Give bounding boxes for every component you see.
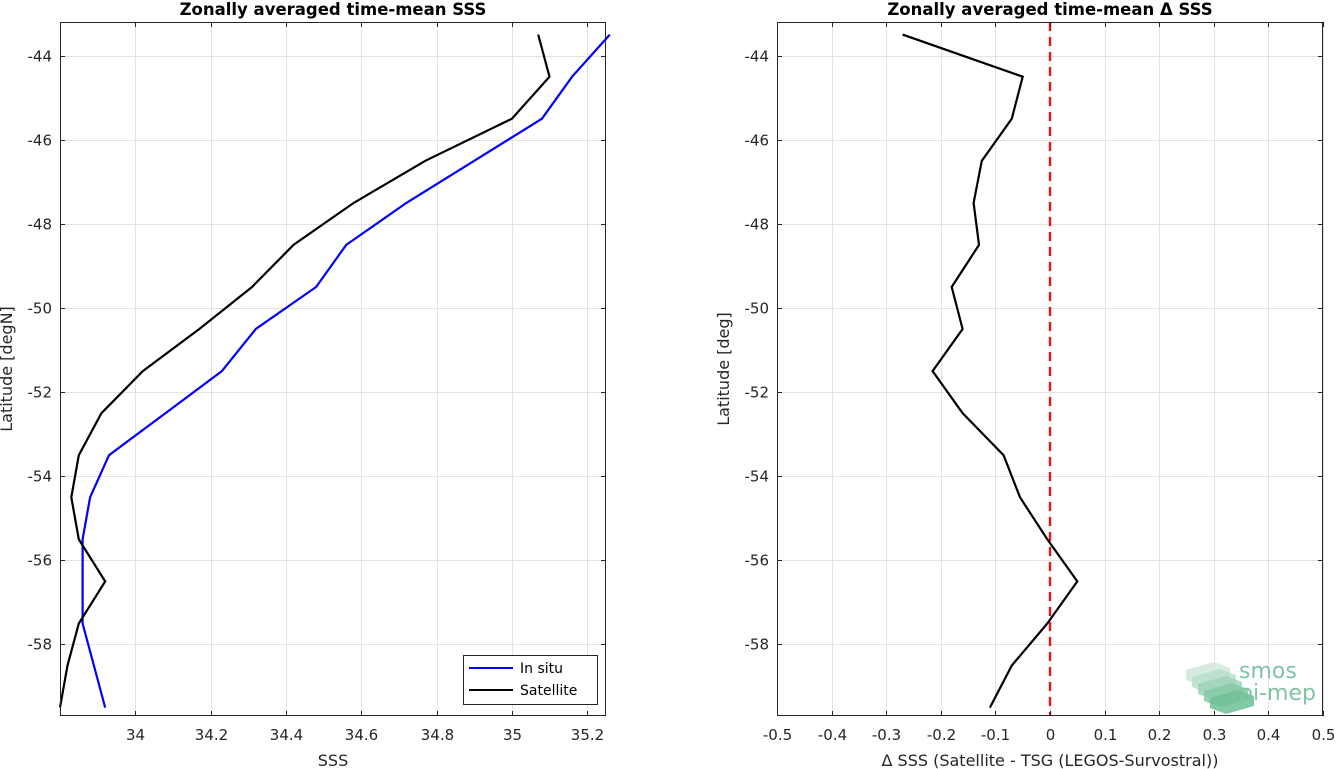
x-tick-label: -0.2: [927, 726, 956, 744]
series-line-in-situ: [81, 33, 611, 708]
x-tick-label: 35.2: [571, 726, 604, 744]
x-tick-label: -0.1: [981, 726, 1010, 744]
series-line-satellite: [58, 34, 551, 708]
x-tick-label: 0.2: [1148, 726, 1172, 744]
x-tick-label: 0: [1046, 726, 1056, 744]
y-tick-label: -56: [745, 552, 770, 570]
y-axis-ticks: -44 -46 -48 -50 -52 -54 -56 -58: [745, 48, 1323, 654]
y-tick-label: -48: [745, 216, 770, 234]
x-tick-label: 0.1: [1094, 726, 1118, 744]
y-tick-label: -46: [745, 132, 770, 150]
y-axis-ticks: -44 -46 -48 -50 -52 -54 -56 -58: [28, 48, 606, 654]
logo-layer-shape: [1210, 690, 1254, 714]
legend-box: [463, 655, 598, 705]
legend-label-in-situ: In situ: [520, 661, 563, 677]
sss-chart: 34 34.2 34.4 34.6 34.8 35 35.2 -44 -46 -48 -50 -52…: [0, 0, 611, 769]
y-tick-label: -44: [745, 48, 770, 66]
x-axis-label: SSS: [318, 751, 348, 769]
logo-text-pi-mep: pi-mep: [1239, 681, 1316, 706]
y-tick-label: -50: [28, 300, 53, 318]
y-tick-label: -54: [745, 468, 770, 486]
series-line-delta-sss: [902, 33, 1079, 709]
smos-pi-mep-logo: smos pi-mep: [1186, 659, 1316, 714]
x-tick-label: 34.2: [195, 726, 228, 744]
y-tick-label: -44: [28, 48, 53, 66]
x-tick-label: 34.8: [421, 726, 454, 744]
y-axis-label: Latitude [degN]: [0, 306, 16, 432]
x-axis-ticks: -0.5 -0.4 -0.3 -0.2 -0.1 0 0.1 0.2 0.3 0.4 0.5: [763, 22, 1336, 744]
x-axis-label: Δ SSS (Satellite - TSG (LEGOS-Survostral…: [882, 751, 1219, 769]
y-tick-label: -56: [28, 552, 53, 570]
chart-title: Zonally averaged time-mean Δ SSS: [887, 0, 1212, 19]
y-tick-label: -58: [745, 636, 770, 654]
x-axis-ticks: 34 34.2 34.4 34.6 34.8 35 35.2: [126, 22, 604, 744]
x-tick-label: 34.4: [270, 726, 303, 744]
y-tick-label: -48: [28, 216, 53, 234]
x-tick-label: 35: [503, 726, 522, 744]
x-tick-label: 34.6: [345, 726, 378, 744]
chart-title: Zonally averaged time-mean SSS: [180, 0, 487, 19]
x-tick-label: 34: [126, 726, 145, 744]
delta-sss-chart: smos pi-mep -0.5 -0.4 -0.3 -0.2 -0.1 0 0.1 0.2 0…: [714, 0, 1335, 769]
series-lines: [58, 33, 611, 708]
plot-frame: [60, 22, 606, 716]
x-tick-label: -0.3: [872, 726, 901, 744]
y-tick-label: -54: [28, 468, 53, 486]
y-tick-label: -52: [28, 384, 53, 402]
legend: In situ Satellite: [463, 655, 598, 705]
x-tick-label: 0.4: [1257, 726, 1281, 744]
legend-label-satellite: Satellite: [520, 683, 577, 699]
x-tick-label: 0.5: [1312, 726, 1336, 744]
y-tick-label: -46: [28, 132, 53, 150]
y-tick-label: -50: [745, 300, 770, 318]
x-tick-label: 0.3: [1203, 726, 1227, 744]
series-lines: [902, 33, 1079, 709]
logo-mark-icon: [1186, 662, 1254, 714]
logo-text-smos: smos: [1239, 659, 1297, 684]
y-tick-label: -58: [28, 636, 53, 654]
x-tick-label: -0.4: [818, 726, 847, 744]
y-axis-label: Latitude [deg]: [714, 312, 733, 426]
plot-area-background: [60, 22, 606, 716]
x-tick-label: -0.5: [763, 726, 792, 744]
y-tick-label: -52: [745, 384, 770, 402]
